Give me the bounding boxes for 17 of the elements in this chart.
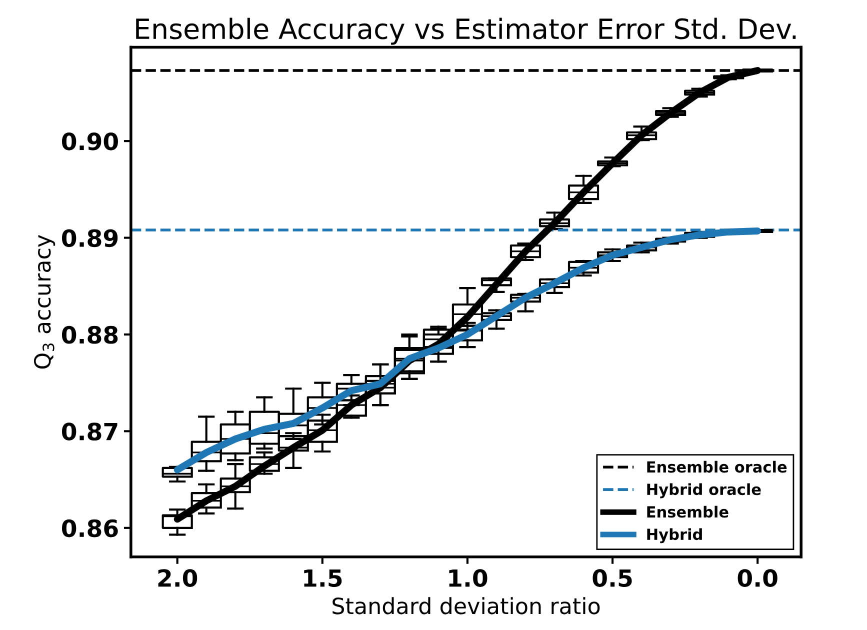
legend-label: Hybrid xyxy=(647,528,702,544)
y-tick-label: 0.90 xyxy=(62,132,118,150)
legend-label: Hybrid oracle xyxy=(647,483,761,498)
x-tick-label: 2.0 xyxy=(158,569,198,587)
y-tick-label: 0.89 xyxy=(62,229,118,248)
y-axis-title: Q$_{3}$ accuracy xyxy=(34,234,56,369)
x-tick-label: 1.0 xyxy=(449,569,488,587)
x-tick-label: 1.5 xyxy=(304,569,342,587)
y-tick-label: 0.86 xyxy=(62,519,118,538)
x-tick-label: 0.0 xyxy=(738,569,778,587)
legend-label: Ensemble xyxy=(647,506,728,518)
chart-title: Ensemble Accuracy vs Estimator Error Std. Dev. xyxy=(136,18,796,45)
legend-label: Ensemble oracle xyxy=(647,460,787,473)
y-tick-label: 0.88 xyxy=(62,326,118,344)
y-tick-label: 0.87 xyxy=(62,422,118,440)
x-tick-label: 0.5 xyxy=(592,569,632,587)
x-axis-title: Standard deviation ratio xyxy=(332,597,600,614)
